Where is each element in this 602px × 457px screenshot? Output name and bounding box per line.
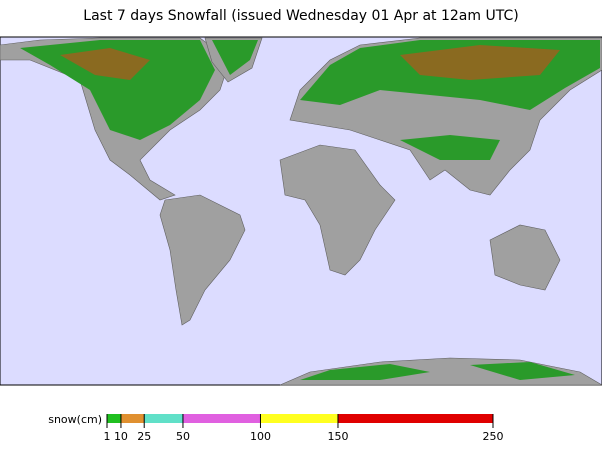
legend-tick-label: 25 [137, 430, 151, 443]
snow-asia-mountains [400, 135, 500, 160]
legend-swatch [182, 414, 261, 423]
map-title: Last 7 days Snowfall (issued Wednesday 0… [83, 8, 518, 24]
snow-antarctica-east [470, 362, 575, 380]
south-america [159, 194, 246, 326]
legend-tick-label: 250 [483, 430, 504, 443]
snow-antarctica [300, 364, 430, 380]
legend-tick-label: 100 [250, 430, 271, 443]
legend: snow(cm) 1 10 25 50 100 150 250 [48, 413, 503, 443]
legend-swatch [107, 414, 121, 423]
legend-label: snow(cm) [48, 413, 102, 426]
map [0, 36, 602, 386]
snow-siberia [400, 45, 560, 80]
legend-swatch [144, 414, 183, 423]
legend-tick-label: 10 [114, 430, 128, 443]
legend-tick-label: 1 [104, 430, 111, 443]
legend-swatch [260, 414, 338, 423]
africa [279, 144, 396, 276]
legend-tick-label: 150 [327, 430, 348, 443]
snow-canada-deep [60, 48, 150, 80]
snow-canada [20, 40, 215, 140]
legend-swatch [337, 414, 493, 423]
australia [489, 224, 561, 291]
snow-greenland [212, 40, 258, 75]
legend-tick-label: 50 [176, 430, 190, 443]
legend-swatch [120, 414, 145, 423]
